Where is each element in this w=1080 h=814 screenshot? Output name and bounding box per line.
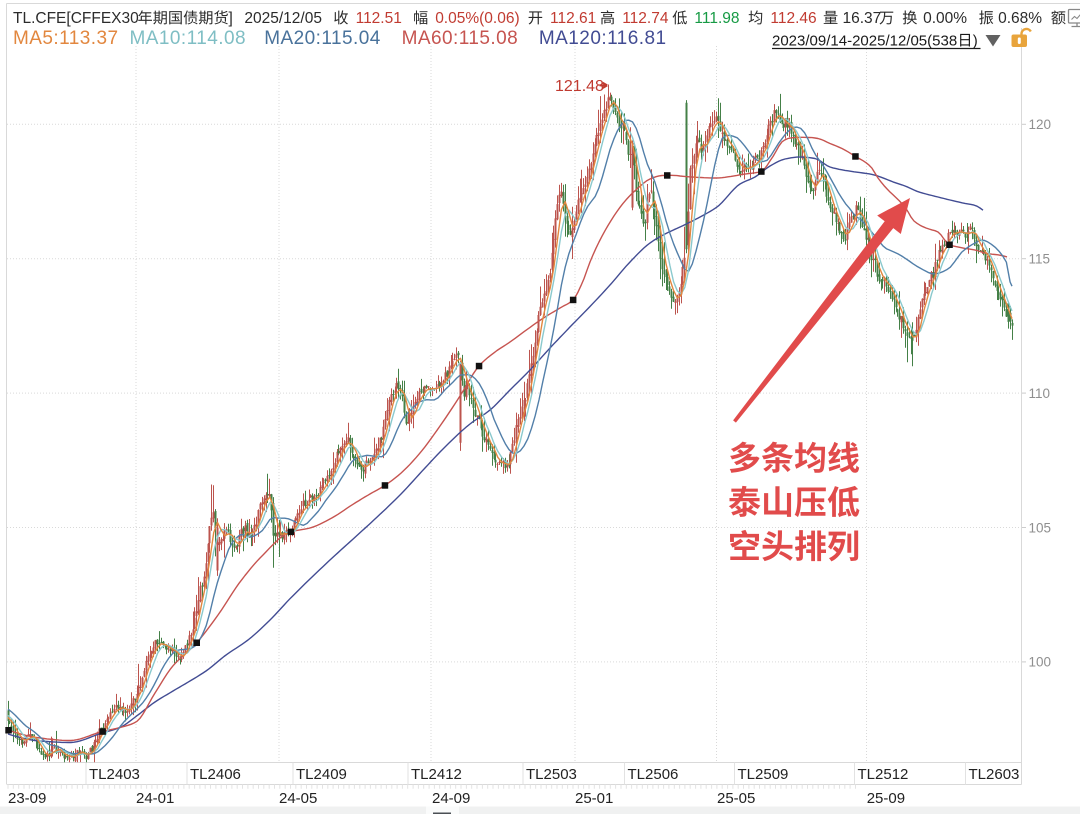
svg-text:): ) (973, 33, 978, 50)
svg-text:111.98: 111.98 (694, 10, 739, 27)
svg-text:112.46: 112.46 (770, 10, 816, 27)
svg-text:0.68%: 0.68% (998, 10, 1042, 27)
svg-text:2023/09/14-2025/12/05(538: 2023/09/14-2025/12/05(538 (772, 33, 957, 50)
svg-text:25-01: 25-01 (575, 790, 613, 807)
svg-text:TL2406: TL2406 (190, 766, 241, 783)
svg-text:121.48: 121.48 (555, 78, 604, 95)
svg-text:112.74: 112.74 (622, 10, 669, 27)
svg-text:112.51: 112.51 (356, 10, 402, 27)
svg-text:25-09: 25-09 (867, 790, 905, 807)
svg-text:TL.CFE[CFFEX30: TL.CFE[CFFEX30 (13, 10, 139, 27)
svg-text:TL2509: TL2509 (738, 766, 789, 783)
svg-text:MA20:115.04: MA20:115.04 (264, 28, 381, 49)
svg-text:TL2403: TL2403 (89, 766, 140, 783)
svg-text:112.61: 112.61 (550, 10, 596, 27)
svg-text:16.37: 16.37 (843, 10, 882, 27)
svg-text:100: 100 (1029, 655, 1052, 670)
svg-text:115: 115 (1029, 252, 1051, 267)
svg-text:TL2603: TL2603 (969, 766, 1020, 783)
svg-text:MA5:113.37: MA5:113.37 (13, 28, 119, 49)
svg-text:TL2512: TL2512 (858, 766, 909, 783)
svg-text:TL2506: TL2506 (628, 766, 679, 783)
svg-text:TL2409: TL2409 (296, 766, 347, 783)
svg-text:TL2412: TL2412 (411, 766, 462, 783)
svg-text:24-09: 24-09 (432, 790, 470, 807)
svg-text:24-01: 24-01 (136, 790, 174, 807)
svg-text:2025/12/05: 2025/12/05 (244, 10, 322, 27)
svg-text:24-05: 24-05 (279, 790, 317, 807)
svg-text:MA120:116.81: MA120:116.81 (539, 28, 667, 49)
svg-text:120: 120 (1029, 117, 1052, 132)
svg-text:0.00%: 0.00% (923, 10, 967, 27)
svg-text:MA60:115.08: MA60:115.08 (402, 28, 519, 49)
svg-text:]: ] (229, 10, 233, 27)
svg-text:105: 105 (1029, 520, 1052, 535)
svg-text:23-09: 23-09 (8, 790, 46, 807)
svg-text:MA10:114.08: MA10:114.08 (130, 28, 247, 49)
svg-text:0.05%(0.06): 0.05%(0.06) (435, 10, 519, 27)
svg-text:TL2503: TL2503 (526, 766, 577, 783)
svg-text:110: 110 (1029, 386, 1051, 401)
svg-text:25-05: 25-05 (717, 790, 755, 807)
